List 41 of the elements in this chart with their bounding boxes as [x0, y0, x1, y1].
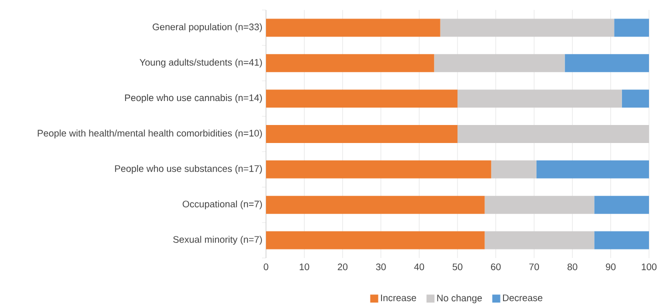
bar [434, 54, 565, 72]
y-tick-label: People who use substances (n=17) [115, 165, 262, 174]
bar [266, 160, 492, 179]
bar [266, 196, 485, 214]
y-tick-label: Young adults/students (n=41) [140, 58, 262, 68]
y-tick-label: General population (n=33) [152, 23, 262, 32]
bar [564, 54, 649, 72]
legend-label: No change [437, 294, 482, 304]
bar [484, 196, 594, 214]
y-tick-label: People with health/mental health comorbidities (n=10) [38, 130, 262, 139]
bar [266, 90, 458, 108]
bar [458, 125, 649, 144]
legend-label: Decrease [503, 294, 542, 302]
x-tick-label: 40 [414, 264, 424, 270]
bar [594, 196, 649, 214]
bar [266, 18, 440, 37]
x-tick-label: 50 [452, 264, 462, 270]
bar [266, 54, 434, 72]
bar [594, 231, 649, 250]
bar [536, 160, 649, 179]
bar [491, 160, 536, 179]
legend-label: Increase [381, 294, 416, 302]
bar [458, 90, 622, 108]
bar [266, 231, 485, 250]
bar [622, 90, 649, 108]
x-tick-label: 20 [338, 264, 348, 270]
x-tick-label: 70 [529, 264, 539, 270]
x-tick-label: 90 [606, 264, 616, 270]
bar [614, 18, 649, 37]
y-tick-label: Sexual minority (n=7) [173, 236, 262, 245]
x-tick-label: 30 [376, 264, 386, 270]
bar [266, 125, 458, 144]
y-tick-label: Occupational (n=7) [182, 200, 262, 210]
x-tick-label: 0 [264, 264, 268, 270]
x-tick-label: 10 [300, 264, 310, 270]
x-tick-label: 100 [642, 264, 657, 270]
x-tick-label: 80 [568, 264, 578, 270]
bar [484, 231, 594, 250]
bar [440, 18, 614, 37]
y-tick-label: People who use cannabis (n=14) [125, 94, 262, 104]
x-tick-label: 60 [491, 264, 501, 270]
